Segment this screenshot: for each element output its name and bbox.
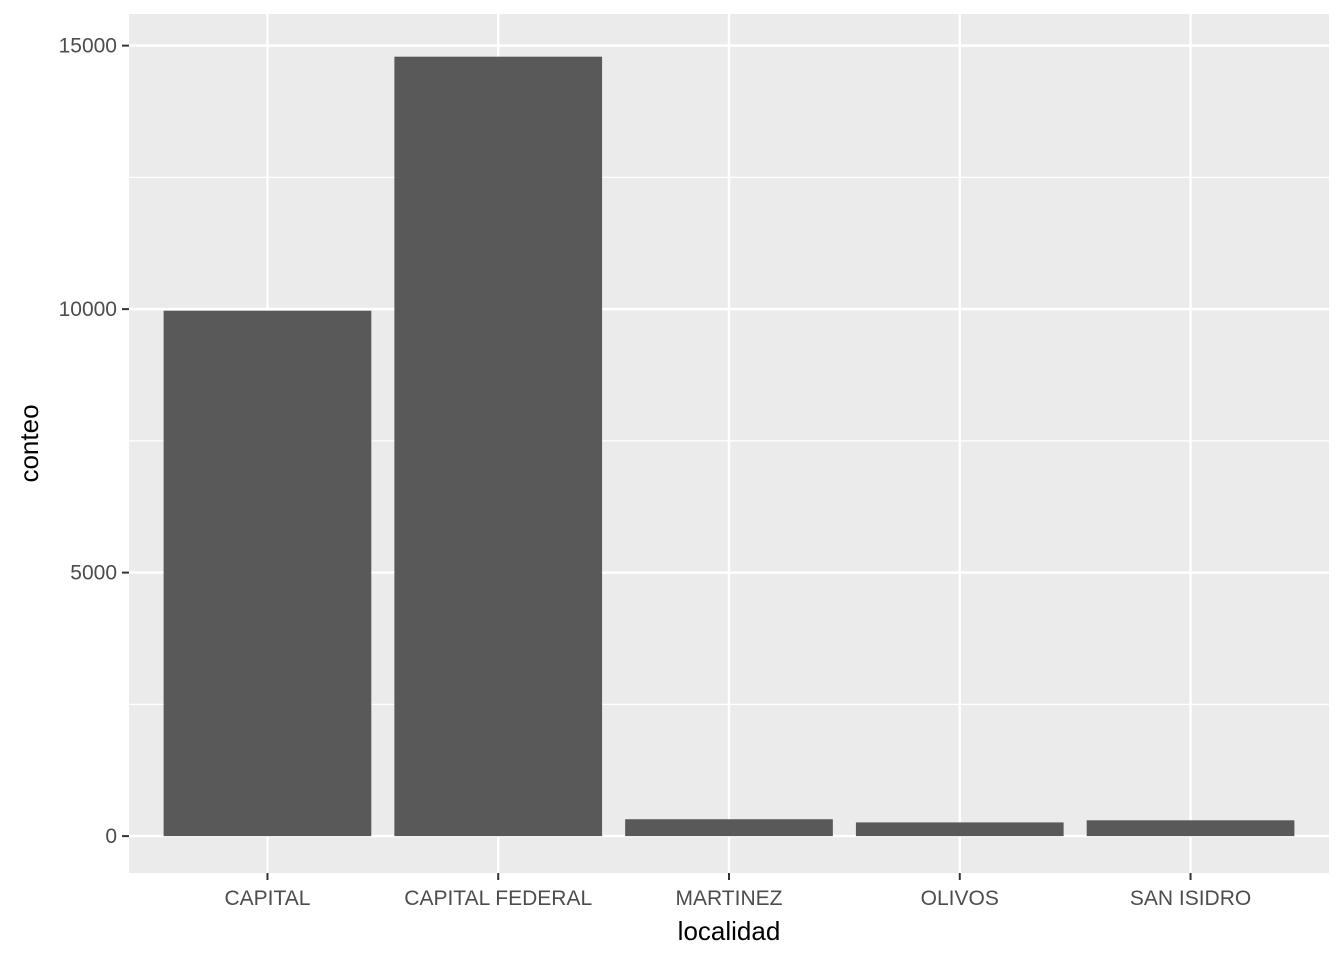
bar-capital-federal (394, 56, 603, 837)
x-tick-label: OLIVOS (921, 887, 999, 910)
bar-capital (163, 310, 372, 837)
bars (163, 56, 1295, 837)
bar-olivos (855, 822, 1064, 837)
y-tick-label: 0 (105, 825, 117, 848)
x-tick-label: MARTINEZ (676, 887, 783, 910)
x-tick-label: CAPITAL FEDERAL (404, 887, 592, 910)
x-tick-label: CAPITAL (224, 887, 310, 910)
y-axis-title: conteo (14, 404, 44, 482)
bar-martinez (625, 819, 833, 837)
y-tick-label: 10000 (59, 298, 117, 321)
x-axis-title: localidad (678, 916, 781, 946)
y-tick-label: 15000 (59, 35, 117, 58)
y-axis: 0 5000 10000 15000 (59, 35, 129, 848)
bar-san-isidro (1086, 820, 1295, 837)
x-axis: CAPITAL CAPITAL FEDERAL MARTINEZ OLIVOS SAN … (224, 873, 1251, 910)
y-tick-label: 5000 (70, 562, 117, 585)
x-tick-label: SAN ISIDRO (1130, 887, 1251, 910)
